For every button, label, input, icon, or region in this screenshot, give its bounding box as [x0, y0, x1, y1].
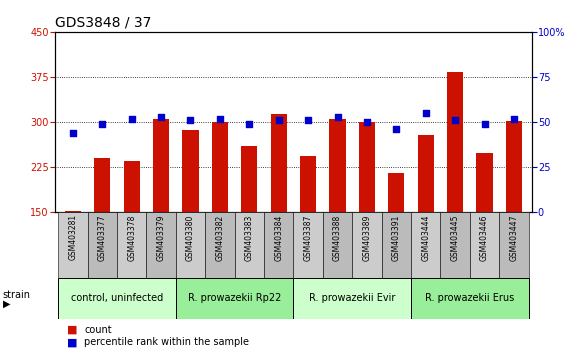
- Bar: [58, 278, 176, 319]
- Bar: [182, 130, 199, 212]
- Text: GSM403447: GSM403447: [510, 215, 518, 261]
- Text: GSM403377: GSM403377: [98, 215, 107, 261]
- Point: [333, 114, 342, 120]
- Text: R. prowazekii Rp22: R. prowazekii Rp22: [188, 293, 281, 303]
- Bar: [212, 122, 228, 212]
- Point: [392, 126, 401, 132]
- Bar: [418, 135, 434, 212]
- Text: GSM403391: GSM403391: [392, 215, 401, 261]
- Text: GSM403388: GSM403388: [333, 215, 342, 261]
- Bar: [241, 146, 257, 212]
- Text: GSM403387: GSM403387: [304, 215, 313, 261]
- Bar: [88, 212, 117, 278]
- Bar: [235, 212, 264, 278]
- Text: GSM403389: GSM403389: [363, 215, 371, 261]
- Text: GSM403446: GSM403446: [480, 215, 489, 261]
- Text: ▶: ▶: [3, 298, 10, 309]
- Bar: [64, 211, 81, 212]
- Bar: [146, 212, 176, 278]
- Bar: [499, 212, 529, 278]
- Point: [245, 121, 254, 127]
- Bar: [476, 153, 493, 212]
- Text: count: count: [84, 325, 112, 335]
- Bar: [94, 158, 110, 212]
- Bar: [359, 122, 375, 212]
- Text: GSM403380: GSM403380: [186, 215, 195, 261]
- Bar: [323, 212, 352, 278]
- Text: GSM403444: GSM403444: [421, 215, 431, 261]
- Bar: [382, 212, 411, 278]
- Text: GSM403378: GSM403378: [127, 215, 136, 261]
- Text: ■: ■: [67, 337, 77, 347]
- Bar: [117, 212, 146, 278]
- Bar: [440, 212, 470, 278]
- Bar: [388, 173, 404, 212]
- Bar: [176, 278, 293, 319]
- Bar: [300, 156, 316, 212]
- Bar: [447, 72, 463, 212]
- Bar: [470, 212, 499, 278]
- Text: control, uninfected: control, uninfected: [71, 293, 163, 303]
- Bar: [411, 212, 440, 278]
- Bar: [205, 212, 235, 278]
- Point: [450, 118, 460, 123]
- Text: GSM403383: GSM403383: [245, 215, 254, 261]
- Bar: [329, 119, 346, 212]
- Bar: [293, 278, 411, 319]
- Bar: [411, 278, 529, 319]
- Text: R. prowazekii Evir: R. prowazekii Evir: [309, 293, 396, 303]
- Text: GSM403281: GSM403281: [69, 215, 77, 261]
- Bar: [293, 212, 323, 278]
- Point: [156, 114, 166, 120]
- Text: R. prowazekii Erus: R. prowazekii Erus: [425, 293, 515, 303]
- Point: [480, 121, 489, 127]
- Point: [421, 110, 431, 116]
- Point: [510, 116, 519, 121]
- Bar: [352, 212, 382, 278]
- Point: [98, 121, 107, 127]
- Point: [127, 116, 137, 121]
- Point: [303, 118, 313, 123]
- Bar: [271, 114, 287, 212]
- Bar: [124, 161, 140, 212]
- Text: GSM403445: GSM403445: [451, 215, 460, 261]
- Text: strain: strain: [3, 290, 31, 300]
- Bar: [506, 121, 522, 212]
- Point: [274, 118, 284, 123]
- Point: [215, 116, 224, 121]
- Point: [68, 130, 77, 136]
- Text: GDS3848 / 37: GDS3848 / 37: [55, 16, 152, 30]
- Bar: [58, 212, 88, 278]
- Bar: [264, 212, 293, 278]
- Point: [186, 118, 195, 123]
- Text: GSM403382: GSM403382: [216, 215, 224, 261]
- Point: [363, 119, 372, 125]
- Text: GSM403379: GSM403379: [156, 215, 166, 261]
- Bar: [153, 119, 169, 212]
- Bar: [176, 212, 205, 278]
- Text: ■: ■: [67, 325, 77, 335]
- Text: percentile rank within the sample: percentile rank within the sample: [84, 337, 249, 347]
- Text: GSM403384: GSM403384: [274, 215, 283, 261]
